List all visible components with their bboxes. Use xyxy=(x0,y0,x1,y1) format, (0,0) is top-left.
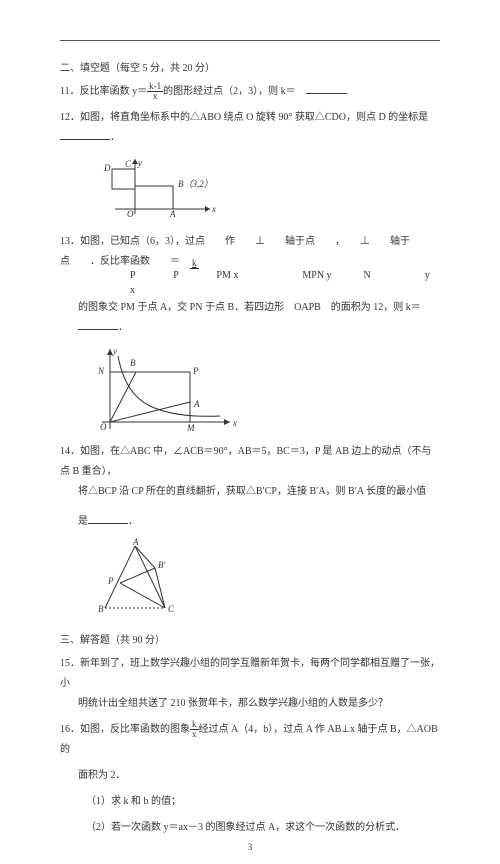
svg-text:B': B' xyxy=(158,560,166,570)
q16-s2: （2）若一次函数 y＝ax－3 的图象经过点 A，求这个一次函数的分析式． xyxy=(86,822,405,833)
svg-text:B: B xyxy=(98,604,104,614)
q11-den: x xyxy=(147,92,163,101)
q13-c: ． xyxy=(118,322,128,333)
q13-l2e: N xyxy=(364,270,377,281)
q15: 15．新年到了，班上数学兴趣小组的同学互赠新年贺卡，每两个同学都相互赠了一张，小… xyxy=(60,654,440,714)
q16-label: 16． xyxy=(60,724,80,735)
q16: 16．如图，反比率函数的图象kx经过点 A（4，b），过点 A 作 AB⊥x 轴… xyxy=(60,720,440,838)
q11: 11．反比率函数 y＝k-1x的图形经过点（2，3），则 k＝ . xyxy=(60,82,440,102)
svg-text:y: y xyxy=(112,346,117,356)
q15-b: 明统计出全组共送了 210 张贺年卡，那么数学兴趣小组的人数是多少？ xyxy=(78,698,388,709)
svg-text:M: M xyxy=(186,423,195,433)
svg-text:D: D xyxy=(103,163,111,173)
q14-figure: A B' P B C xyxy=(90,538,200,623)
q14-d: ． xyxy=(128,516,138,527)
svg-text:O: O xyxy=(127,209,134,219)
section3-title: 三、解答题（共 90 分） xyxy=(60,631,440,646)
q13-l2b: P xyxy=(173,270,184,281)
q14: 14．如图，在△ABC 中，∠ACB＝90°，AB＝5，BC＝3，P 是 AB … xyxy=(60,442,440,532)
q12: 12．如图，将直角坐标系中的△ABO 绕点 O 旋转 90° 获取△CDO，则点… xyxy=(60,108,440,148)
q13-l2a: P xyxy=(130,270,141,281)
q11-c: . xyxy=(346,86,349,97)
section2-title: 二、填空题（每空 5 分，共 20 分） xyxy=(60,59,440,74)
q13-l2d: MPN y xyxy=(302,270,331,281)
q13-blank xyxy=(78,319,118,330)
svg-text:x: x xyxy=(211,204,216,214)
svg-text:A: A xyxy=(193,399,200,409)
q16-s1: （1）求 k 和 b 的值； xyxy=(86,796,181,807)
svg-text:P: P xyxy=(192,366,199,376)
q15-label: 15． xyxy=(60,658,80,669)
svg-text:B（3,2）: B（3,2） xyxy=(178,179,213,189)
q14-label: 14． xyxy=(60,446,80,457)
q13-figure: O N B P A M x y xyxy=(90,344,240,434)
svg-text:A: A xyxy=(132,538,139,547)
q12-label: 12． xyxy=(60,112,80,123)
q13-l2f: y xyxy=(425,270,436,281)
q11-b: 的图形经过点（2，3），则 k＝ xyxy=(163,86,296,97)
svg-text:O: O xyxy=(100,422,107,432)
q14-c: 是 xyxy=(78,516,88,527)
q14-blank xyxy=(88,513,128,524)
q12-figure: y x O A B（3,2） C D xyxy=(90,154,230,224)
page-number: 3 xyxy=(248,842,253,852)
svg-text:A: A xyxy=(169,209,176,219)
q16-b: 面积为 2． xyxy=(78,770,126,781)
svg-text:C: C xyxy=(125,159,132,169)
q13-b: 的图象交 PM 于点 A，交 PN 于点 B．若四边形 OAPB 的面积为 12… xyxy=(78,302,421,313)
q12-a: 如图，将直角坐标系中的△ABO 绕点 O 旋转 90° 获取△CDO，则点 D … xyxy=(80,112,428,123)
q13-l2g: x xyxy=(130,285,141,296)
q12-blank xyxy=(60,129,110,140)
q12-b: ． xyxy=(110,132,120,143)
q16-a: 如图，反比率函数的图象 xyxy=(80,724,190,735)
q14-a: 如图，在△ABC 中，∠ACB＝90°，AB＝5，BC＝3，P 是 AB 边上的… xyxy=(60,446,431,477)
svg-text:y: y xyxy=(137,158,142,168)
svg-text:C: C xyxy=(168,604,175,614)
q16-den: x xyxy=(190,730,199,739)
q11-a: 反比率函数 y＝ xyxy=(80,86,148,97)
q11-label: 11． xyxy=(60,86,80,97)
q16-num: k xyxy=(190,720,199,730)
svg-text:x: x xyxy=(232,418,237,428)
q13-label: 13． xyxy=(60,236,80,247)
q14-b: 将△BCP 沿 CP 所在的直线翻折，获取△B′CP，连接 B′A，则 B′A … xyxy=(78,486,426,497)
q15-a: 新年到了，班上数学兴趣小组的同学互赠新年贺卡，每两个同学都相互赠了一张，小 xyxy=(60,658,440,689)
q13-a: 如图，已知点（6，3），过点 作 ⊥ 轴于点 ， ⊥ 轴于点 ．反比率函数 ＝ xyxy=(60,236,410,267)
q13-l2c: PM x xyxy=(216,270,238,281)
q11-blank xyxy=(306,83,346,94)
svg-text:N: N xyxy=(97,366,105,376)
q13: 13．如图，已知点（6，3），过点 作 ⊥ 轴于点 ， ⊥ 轴于点 ．反比率函数… xyxy=(60,232,440,338)
svg-text:B: B xyxy=(130,358,136,368)
svg-text:P: P xyxy=(107,576,114,586)
